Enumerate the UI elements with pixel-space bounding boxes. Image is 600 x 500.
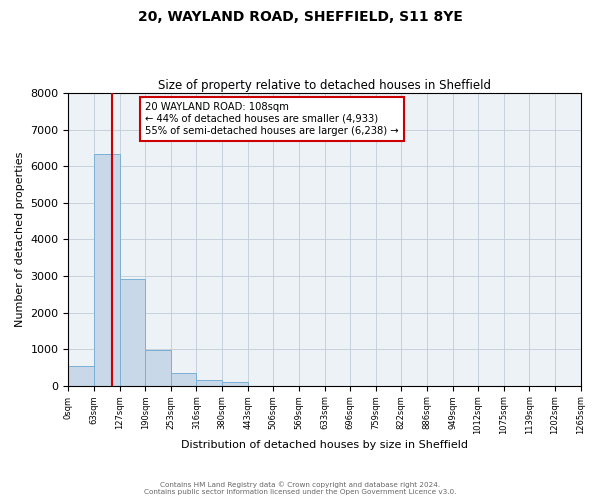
Title: Size of property relative to detached houses in Sheffield: Size of property relative to detached ho… (158, 79, 491, 92)
Text: 20, WAYLAND ROAD, SHEFFIELD, S11 8YE: 20, WAYLAND ROAD, SHEFFIELD, S11 8YE (137, 10, 463, 24)
X-axis label: Distribution of detached houses by size in Sheffield: Distribution of detached houses by size … (181, 440, 468, 450)
Bar (145, 350, 171, 386)
Bar (120, 279, 145, 386)
Text: Contains HM Land Registry data © Crown copyright and database right 2024.
Contai: Contains HM Land Registry data © Crown c… (144, 482, 456, 495)
Bar (196, 380, 222, 386)
Bar (94, 154, 120, 386)
Bar (222, 382, 248, 386)
Bar (171, 373, 196, 386)
Y-axis label: Number of detached properties: Number of detached properties (15, 152, 25, 327)
Text: 20 WAYLAND ROAD: 108sqm
← 44% of detached houses are smaller (4,933)
55% of semi: 20 WAYLAND ROAD: 108sqm ← 44% of detache… (145, 102, 399, 136)
Bar (68, 366, 94, 386)
